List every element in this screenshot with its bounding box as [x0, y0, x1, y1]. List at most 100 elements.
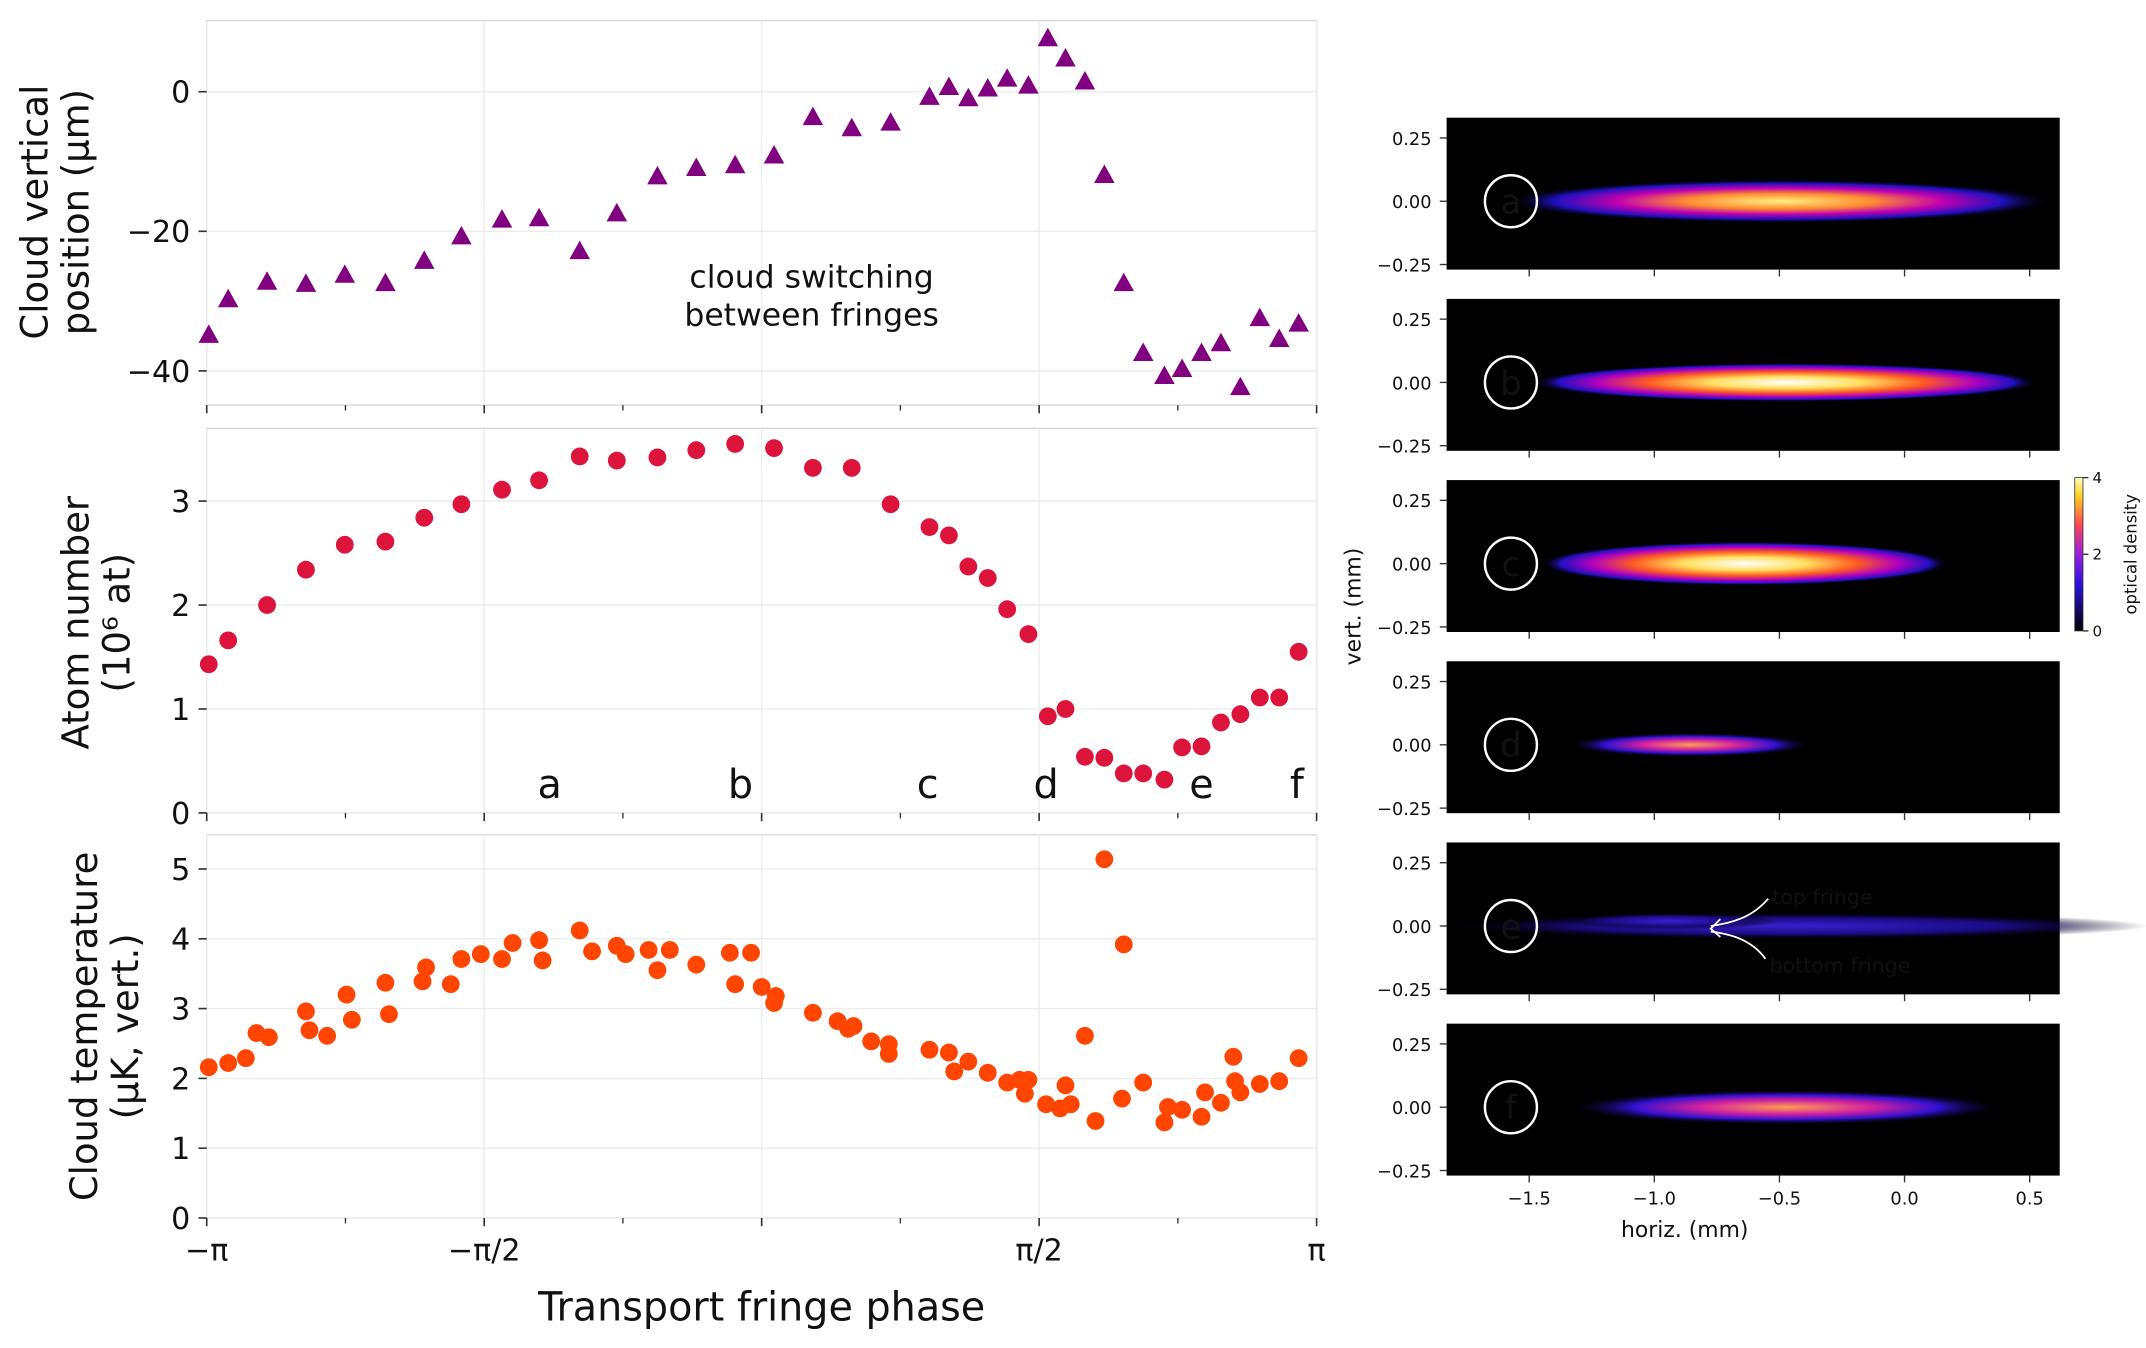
- circle-marker: [493, 950, 511, 968]
- y-tick-label: 0.25: [1392, 129, 1432, 150]
- circle-marker: [335, 535, 354, 554]
- triangle-marker: [763, 144, 785, 164]
- circle-marker: [1289, 1049, 1308, 1068]
- circle-marker: [920, 518, 939, 536]
- y-tick-label: 0: [171, 76, 190, 111]
- triangle-marker: [414, 250, 435, 269]
- circle-marker: [1192, 737, 1211, 756]
- circle-marker: [607, 451, 626, 470]
- triangle-marker: [256, 271, 278, 290]
- circle-marker: [844, 1017, 863, 1035]
- x-tick-label: −1.0: [1633, 1188, 1676, 1209]
- panel-letter: c: [1502, 545, 1521, 585]
- circle-marker: [1212, 713, 1230, 732]
- circle-marker: [648, 961, 667, 980]
- circle-marker: [380, 1005, 398, 1024]
- circle-marker: [583, 942, 601, 961]
- circle-marker: [415, 508, 434, 527]
- triangle-marker: [1230, 376, 1251, 396]
- circle-marker: [452, 950, 471, 968]
- panel-annotation: bottom fringe: [1770, 954, 1911, 978]
- panel-letter-circle: [1483, 536, 1539, 591]
- y-axis-label: (μK, vert.): [104, 933, 147, 1119]
- circle-marker: [1038, 707, 1057, 726]
- triangle-marker: [1055, 47, 1076, 67]
- y-tick-label: 3: [171, 993, 190, 1028]
- circle-marker: [1231, 1083, 1250, 1102]
- circle-marker: [1114, 764, 1133, 783]
- circle-marker: [862, 1032, 881, 1051]
- triangle-marker: [1249, 307, 1271, 327]
- panel-arrowhead: [1709, 918, 1721, 938]
- triangle-marker: [647, 165, 668, 185]
- y-tick-label: 0.25: [1392, 491, 1432, 512]
- annotation: between fringes: [684, 298, 939, 334]
- circle-marker: [742, 943, 760, 962]
- circle-marker: [503, 934, 522, 952]
- circle-marker: [219, 631, 238, 650]
- triangle-marker: [1018, 75, 1039, 94]
- circle-marker: [998, 600, 1017, 619]
- y-tick-label: 3: [171, 485, 190, 520]
- circle-marker: [1250, 688, 1269, 707]
- circle-marker: [1134, 764, 1153, 783]
- circle-marker: [648, 448, 667, 467]
- circle-marker: [1250, 1075, 1269, 1093]
- triangle-marker: [938, 76, 960, 96]
- cloud-image: [1505, 179, 2053, 224]
- annotation-letter: d: [1033, 762, 1058, 808]
- triangle-marker: [606, 202, 628, 222]
- circle-marker: [530, 471, 548, 490]
- x-axis-label: horiz. (mm): [1621, 1218, 1748, 1243]
- triangle-marker: [1288, 313, 1309, 332]
- circle-marker: [1095, 748, 1114, 767]
- annotation-letter: c: [917, 762, 939, 808]
- circle-marker: [1289, 642, 1308, 661]
- triangle-marker: [217, 288, 239, 308]
- axes: 0 1 2 3 4 5 −π −π/2 π/2 π Cloud temperature(μK, ve…: [63, 834, 1326, 1331]
- circle-marker: [297, 1002, 315, 1021]
- panel-letter: a: [1500, 183, 1521, 223]
- y-tick-label: −0.25: [1377, 799, 1432, 820]
- circle-marker: [471, 945, 490, 964]
- triangle-marker: [334, 264, 356, 283]
- circle-marker: [726, 435, 745, 453]
- cloud-image: [1567, 732, 1814, 758]
- circle-marker: [441, 975, 460, 994]
- y-tick-label: 2: [171, 589, 190, 624]
- circle-marker: [1086, 1112, 1105, 1130]
- circle-marker: [1270, 688, 1289, 707]
- y-tick-label: 0.25: [1392, 854, 1432, 875]
- panel-arrow: [1710, 930, 1767, 960]
- y-tick-label: 0.00: [1392, 1098, 1432, 1119]
- axes: 0 1 2 3 Atom number(10⁶ at) a b c d e f: [55, 427, 1318, 832]
- circle-marker: [978, 569, 997, 587]
- circle-marker: [803, 458, 822, 477]
- circle-marker: [726, 975, 745, 994]
- annotation: cloud switching: [689, 259, 933, 295]
- y-axis-label: (10⁶ at): [96, 553, 139, 692]
- circle-marker: [530, 931, 548, 950]
- circle-marker: [660, 941, 679, 959]
- circle-marker: [219, 1054, 238, 1072]
- panel-arrow: [1710, 898, 1769, 927]
- y-tick-label: 0.25: [1392, 310, 1432, 331]
- circle-marker: [1173, 1100, 1191, 1119]
- circle-marker: [959, 1052, 978, 1071]
- annotation-letter: b: [728, 762, 753, 808]
- annotation-letter: a: [538, 762, 562, 808]
- triangle-marker: [841, 117, 863, 137]
- circle-marker: [803, 1003, 822, 1022]
- circle-marker: [1173, 738, 1191, 757]
- y-tick-label: −0.25: [1377, 255, 1432, 276]
- circle-marker: [959, 557, 978, 576]
- circle-marker: [1056, 1076, 1075, 1095]
- x-tick-label: −1.5: [1508, 1188, 1551, 1209]
- cloud-image: [1532, 363, 2040, 402]
- triangle-marker: [451, 225, 472, 245]
- circle-marker: [1114, 935, 1133, 954]
- y-tick-label: 0.00: [1392, 192, 1432, 213]
- x-tick-label: −π/2: [448, 1233, 521, 1268]
- colorbar-label: optical density: [2121, 494, 2140, 615]
